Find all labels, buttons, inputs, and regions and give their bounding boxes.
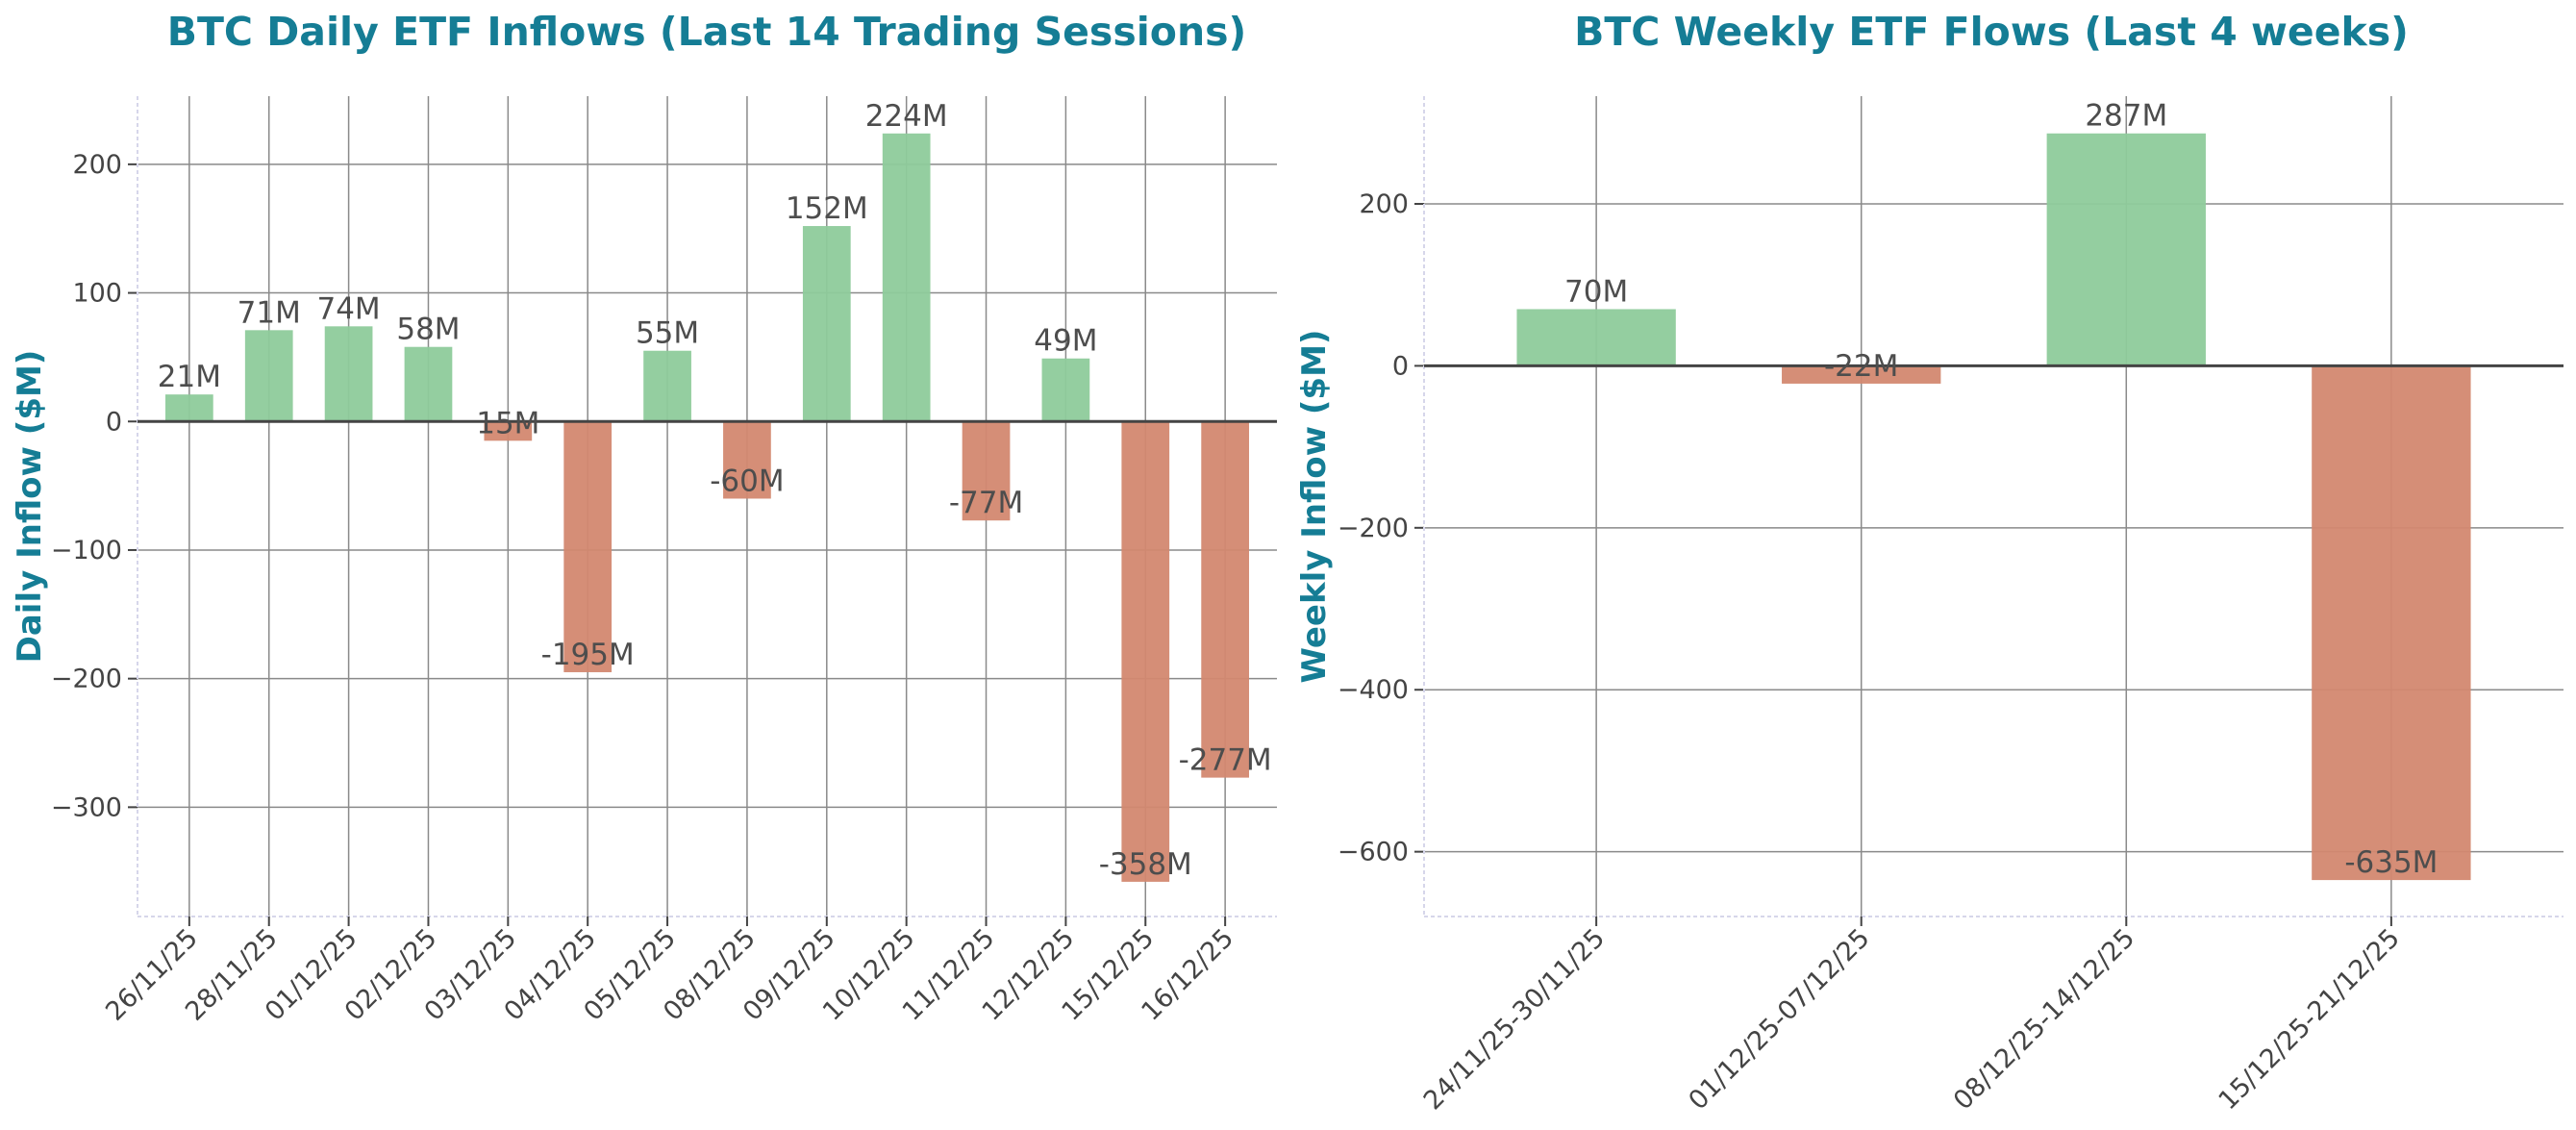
y-axis-label: Daily Inflow ($M) (11, 350, 49, 664)
bar (165, 394, 213, 422)
x-tick-label: 01/12/25-07/12/25 (1683, 923, 1875, 1116)
bar (1041, 358, 1090, 422)
y-tick-label: −100 (51, 536, 122, 565)
x-tick-label: 08/12/25-14/12/25 (1948, 923, 2140, 1116)
bar (1782, 365, 1941, 384)
y-tick-label: 200 (1359, 189, 1409, 219)
x-tick-label: 24/11/25-30/11/25 (1418, 923, 1611, 1116)
y-tick-label: −200 (1338, 514, 1409, 543)
data-label: 21M (158, 360, 221, 394)
bar (643, 350, 691, 422)
bar (484, 421, 533, 441)
chart-title: BTC Daily ETF Inflows (Last 14 Trading S… (167, 9, 1247, 55)
bar (2312, 365, 2471, 881)
data-label: 49M (1034, 324, 1097, 359)
y-tick-label: 0 (1392, 351, 1409, 381)
chart-panel-1: BTC Daily ETF Inflows (Last 14 Trading S… (11, 9, 1277, 1027)
y-tick-label: 0 (106, 407, 122, 437)
bar (723, 421, 771, 499)
data-label: 70M (1564, 274, 1628, 309)
data-label: 74M (316, 291, 380, 326)
data-label: -60M (710, 464, 784, 498)
data-label: -77M (949, 486, 1023, 520)
data-label: -22M (1824, 349, 1898, 384)
data-label: 224M (865, 99, 948, 134)
y-axis-label: Weekly Inflow ($M) (1295, 330, 1334, 684)
bar (802, 226, 851, 422)
bar (244, 330, 293, 422)
data-label: 152M (786, 191, 868, 226)
y-tick-label: −600 (1338, 838, 1409, 867)
x-tick-label: 15/12/25-21/12/25 (2213, 923, 2406, 1116)
y-tick-label: −300 (51, 792, 122, 822)
y-tick-label: 100 (72, 279, 122, 309)
bar (1516, 309, 1676, 366)
data-label: -635M (2344, 845, 2438, 880)
y-tick-label: −400 (1338, 675, 1409, 705)
data-label: 58M (396, 313, 460, 347)
bar (563, 421, 613, 672)
y-tick-label: −200 (51, 665, 122, 694)
data-label: 55M (636, 316, 699, 351)
y-tick-label: 200 (72, 150, 122, 180)
bar (1201, 421, 1249, 778)
bar (1121, 421, 1170, 882)
bar (324, 326, 373, 422)
data-label: 287M (2085, 99, 2167, 134)
data-label: -195M (541, 638, 635, 672)
data-label: -358M (1099, 847, 1192, 882)
bar (404, 346, 453, 422)
data-label: 15M (476, 406, 539, 440)
chart-title: BTC Weekly ETF Flows (Last 4 weeks) (1574, 9, 2409, 55)
data-label: 71M (238, 295, 301, 330)
chart-panel-2: BTC Weekly ETF Flows (Last 4 weeks) Weekl… (1295, 9, 2563, 1116)
bar (2046, 133, 2206, 366)
bar (962, 421, 1011, 521)
bar (882, 133, 931, 422)
data-label: -277M (1179, 743, 1272, 778)
